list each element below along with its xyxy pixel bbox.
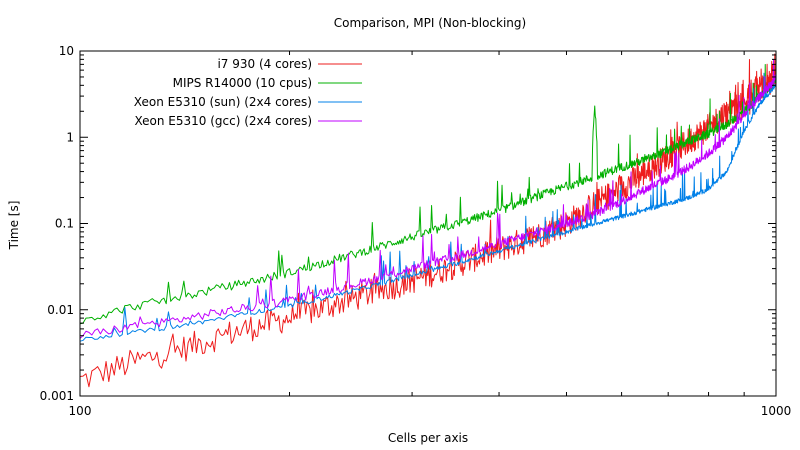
y-axis-label: Time [s] xyxy=(7,201,21,251)
plot-area xyxy=(79,53,777,388)
y-tick-label: 1 xyxy=(66,130,74,144)
series-line xyxy=(79,63,777,325)
y-tick-label: 0.001 xyxy=(40,389,74,403)
series-line xyxy=(79,72,777,342)
chart-title: Comparison, MPI (Non-blocking) xyxy=(334,16,526,30)
series-line xyxy=(79,59,777,339)
y-tick-label: 0.1 xyxy=(55,217,74,231)
legend-entry-label: MIPS R14000 (10 cpus) xyxy=(173,76,312,90)
y-tick-label: 0.01 xyxy=(47,303,74,317)
legend: i7 930 (4 cores) MIPS R14000 (10 cpus) Xeo… xyxy=(134,57,362,128)
legend-entry-label: Xeon E5310 (sun) (2x4 cores) xyxy=(134,95,312,109)
axis-ticks: 0.001 0.01 0.1 1 10 100 1000 xyxy=(40,44,792,418)
x-tick-label: 100 xyxy=(69,404,92,418)
x-tick-label: 1000 xyxy=(761,404,792,418)
y-tick-label: 10 xyxy=(59,44,74,58)
legend-entry-label: Xeon E5310 (gcc) (2x4 cores) xyxy=(134,114,312,128)
legend-entry-label: i7 930 (4 cores) xyxy=(217,57,312,71)
x-axis-label: Cells per axis xyxy=(388,431,468,445)
